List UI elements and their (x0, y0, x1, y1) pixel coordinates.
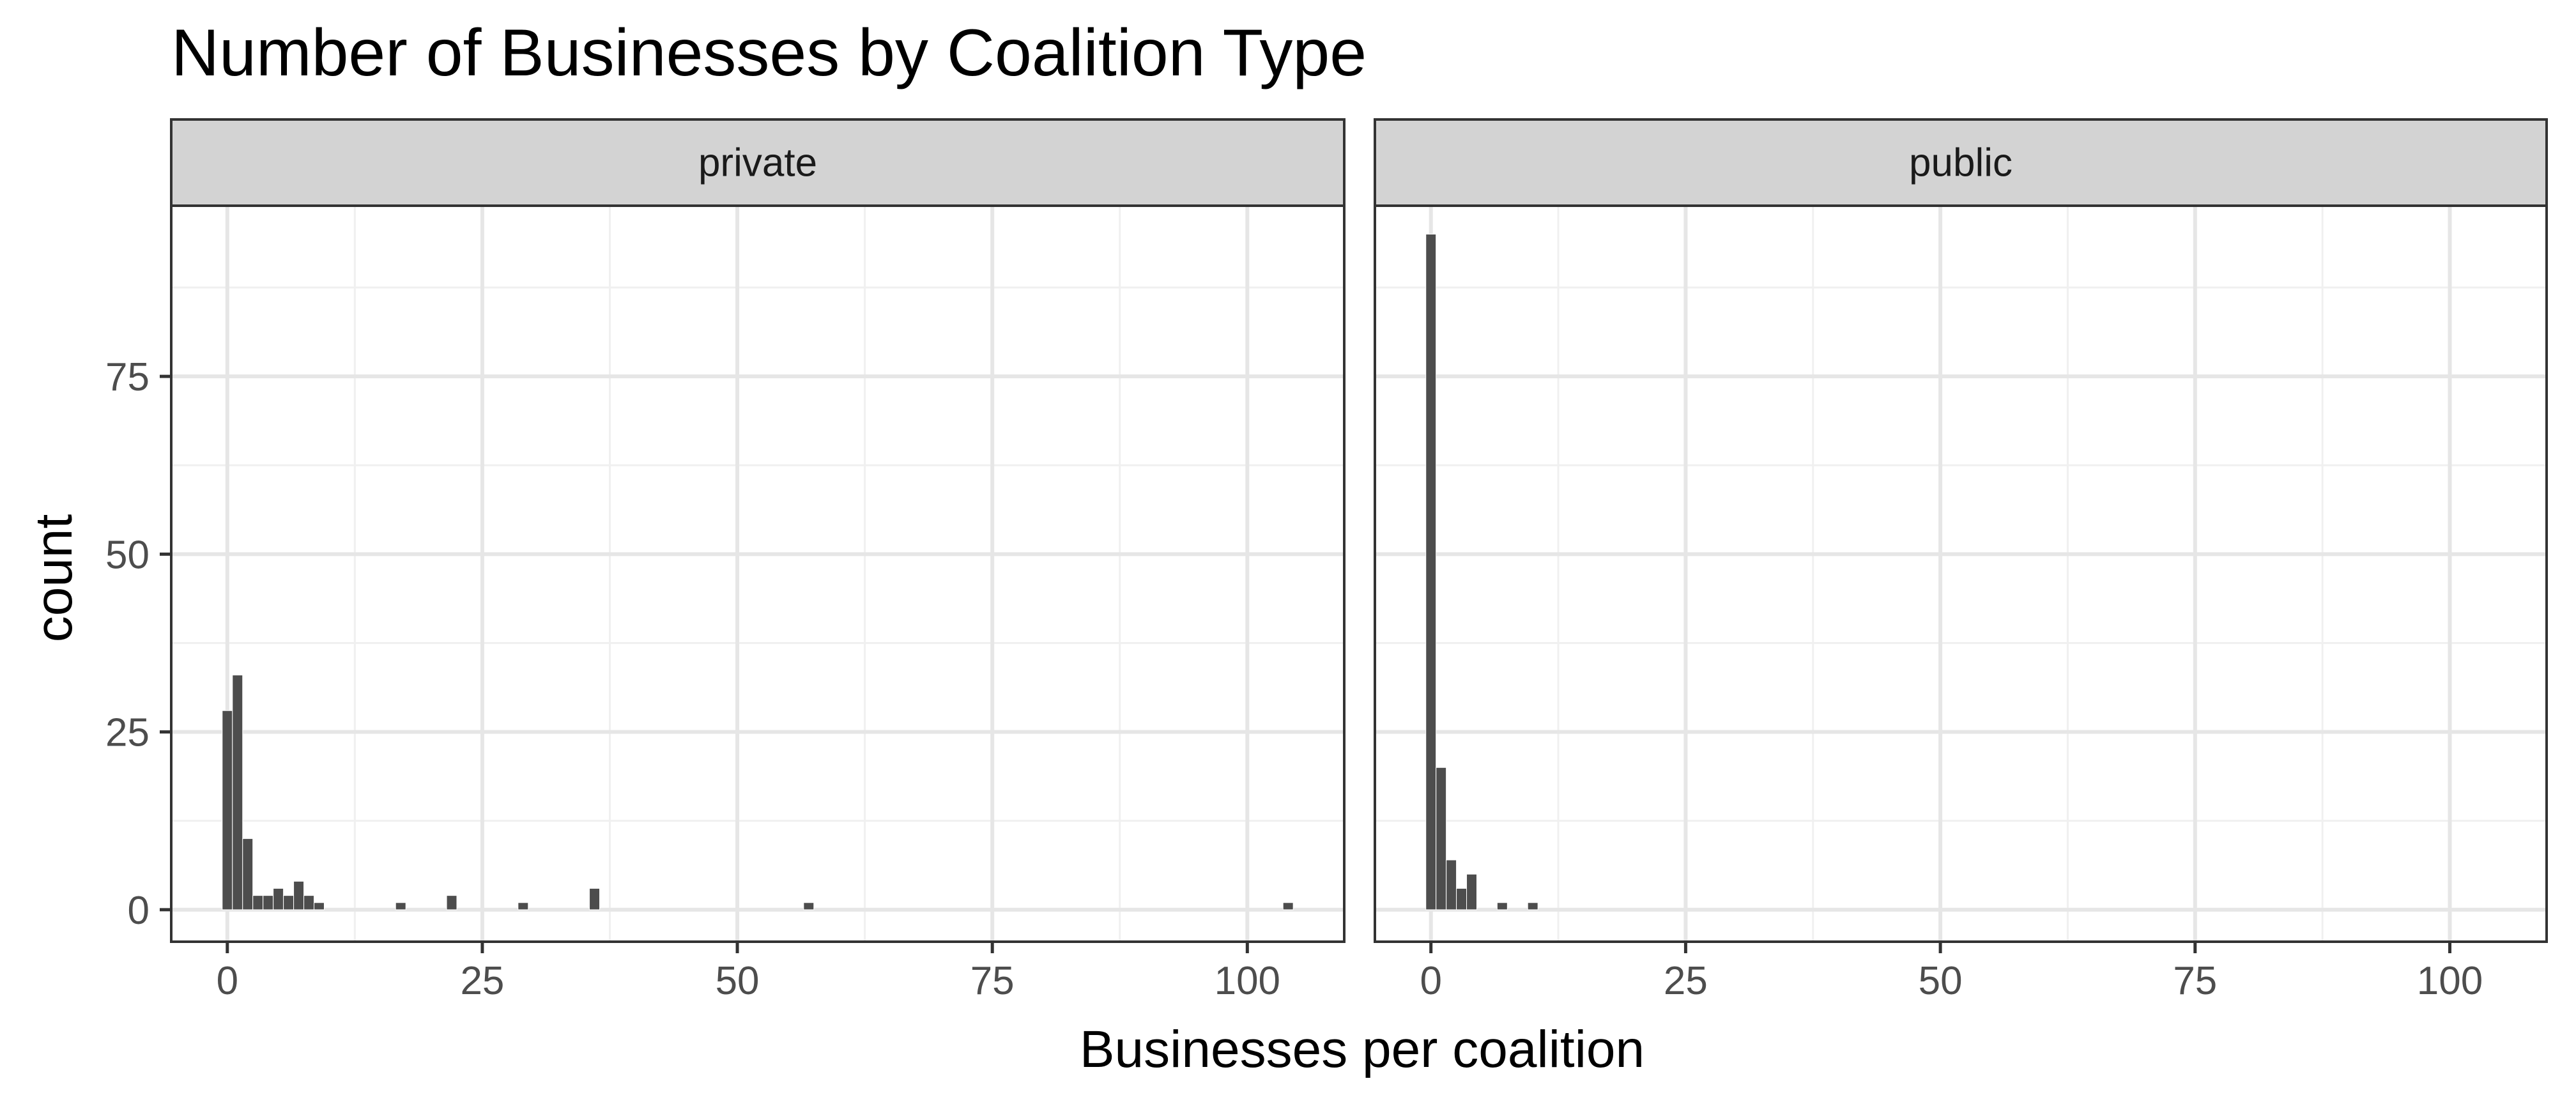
y-tick-label: 0 (128, 889, 150, 933)
facet-strip (1374, 118, 2548, 207)
histogram-bar (395, 902, 406, 910)
histogram-bar (803, 902, 815, 910)
histogram-bar (1527, 902, 1538, 910)
histogram-bar (1446, 859, 1457, 910)
histogram-bar (263, 895, 274, 910)
histogram-bar (222, 710, 233, 910)
histogram-bar (303, 895, 315, 910)
histogram-bar (242, 838, 254, 910)
histogram-bar (1425, 234, 1437, 910)
y-tick-label: 25 (105, 711, 150, 755)
histogram-bar (446, 895, 457, 910)
x-tick-label: 25 (1664, 959, 1708, 1003)
facet-strip-label: public (1909, 141, 2012, 185)
facet-strip-label: private (698, 141, 817, 185)
x-tick-label: 100 (2417, 959, 2483, 1003)
panel-background (1375, 206, 2547, 942)
x-tick-label: 25 (460, 959, 504, 1003)
histogram-bar (1496, 902, 1508, 910)
x-tick-label: 100 (1215, 959, 1280, 1003)
y-axis-title: count (25, 514, 83, 642)
histogram-bar (1436, 767, 1447, 910)
histogram-bar (293, 880, 305, 910)
x-tick-label: 75 (970, 959, 1015, 1003)
x-tick-label: 50 (716, 959, 760, 1003)
histogram-bar (252, 895, 264, 910)
panel-background (171, 206, 1344, 942)
x-tick-label: 75 (2173, 959, 2217, 1003)
chart-title: Number of Businesses by Coalition Type (171, 16, 1367, 90)
x-tick-label: 0 (1420, 959, 1441, 1003)
histogram-bar (314, 902, 325, 910)
x-tick-label: 0 (217, 959, 238, 1003)
facet-panel-public: public 0 25 50 75 100 (1374, 118, 2548, 1003)
facet-panels: private 0 25 50 75 100 0 25 50 75 public 0 25 50 75 100 (105, 118, 2548, 1003)
facet-panel-private: private 0 25 50 75 100 0 25 50 75 (105, 118, 1346, 1003)
histogram-bar (232, 675, 243, 910)
histogram-bar (283, 895, 295, 910)
y-tick-label: 75 (105, 355, 150, 399)
y-tick-label: 50 (105, 533, 150, 577)
facet-strip (170, 118, 1346, 207)
x-tick-label: 50 (1919, 959, 1963, 1003)
histogram-bar (273, 888, 284, 910)
histogram-bar (1456, 888, 1468, 910)
histogram-bar (1466, 873, 1477, 910)
histogram-bar (1282, 902, 1294, 910)
histogram-bar (518, 902, 529, 910)
x-axis-title: Businesses per coalition (1080, 1020, 1644, 1078)
histogram-bar (589, 888, 601, 910)
